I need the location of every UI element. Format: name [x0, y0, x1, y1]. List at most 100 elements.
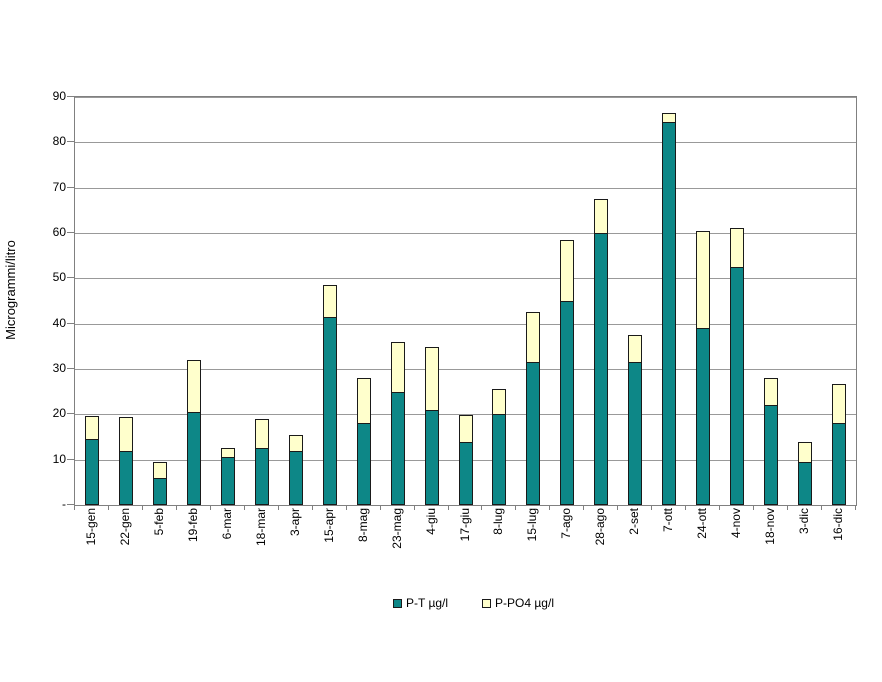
x-boundary-tick-18	[685, 505, 686, 510]
bar-segment-pt-18-mar	[255, 448, 269, 505]
x-boundary-tick-19	[719, 505, 720, 510]
bar-segment-po4-18-nov	[764, 378, 778, 406]
bar-segment-pt-5-feb	[153, 478, 167, 505]
x-boundary-tick-15	[583, 505, 584, 510]
x-boundary-tick-2	[142, 505, 143, 510]
x-boundary-tick-23	[855, 505, 856, 510]
legend: P-T µg/l P-PO4 µg/l	[393, 596, 554, 610]
legend-label-po4: P-PO4 µg/l	[495, 596, 554, 610]
y-tick-label-90: 90	[52, 89, 66, 103]
bar-segment-po4-24-ott	[696, 231, 710, 329]
x-tick-label-5-feb: 5-feb	[152, 508, 166, 536]
x-tick-label-7-ott: 7-ott	[661, 508, 675, 533]
y-tick-20	[67, 413, 74, 414]
bar-segment-pt-3-apr	[289, 451, 303, 505]
x-boundary-tick-21	[787, 505, 788, 510]
bar-segment-po4-7-ago	[560, 240, 574, 302]
bar-segment-pt-7-ott	[662, 122, 676, 505]
bar-segment-pt-16-dic	[832, 423, 846, 505]
x-tick-label-4-giu: 4-giu	[424, 508, 438, 535]
bar-segment-po4-6-mar	[221, 448, 235, 458]
y-tick-40	[67, 323, 74, 324]
x-boundary-tick-11	[448, 505, 449, 510]
x-tick-label-2-set: 2-set	[627, 508, 641, 535]
gridline-y-40	[75, 324, 856, 325]
x-boundary-tick-6	[278, 505, 279, 510]
bar-segment-pt-7-ago	[560, 301, 574, 505]
legend-swatch-po4	[482, 598, 492, 608]
y-tick-70	[67, 187, 74, 188]
x-tick-label-6-mar: 6-mar	[220, 508, 234, 540]
bar-segment-po4-28-ago	[594, 199, 608, 234]
bar-segment-pt-15-gen	[85, 439, 99, 505]
x-tick-label-3-dic: 3-dic	[797, 508, 811, 535]
y-axis-title: Microgrammi/litro	[3, 240, 18, 340]
bar-segment-po4-2-set	[628, 335, 642, 363]
bar-segment-pt-22-gen	[119, 451, 133, 505]
x-boundary-tick-17	[651, 505, 652, 510]
bar-segment-pt-15-apr	[323, 317, 337, 505]
x-tick-label-3-apr: 3-apr	[288, 508, 302, 537]
bar-segment-po4-23-mag	[391, 342, 405, 393]
x-boundary-tick-16	[617, 505, 618, 510]
y-tick-label-20: 20	[52, 406, 66, 420]
legend-swatch-pt	[393, 598, 402, 608]
gridline-y-50	[75, 278, 856, 279]
y-tick-label-10: 10	[52, 452, 66, 466]
x-tick-label-7-ago: 7-ago	[559, 508, 573, 539]
x-boundary-tick-14	[549, 505, 550, 510]
x-tick-label-16-dic: 16-dic	[831, 508, 845, 541]
x-tick-label-18-mar: 18-mar	[254, 508, 268, 547]
bar-segment-pt-8-lug	[492, 414, 506, 505]
x-tick-label-17-giu: 17-giu	[458, 508, 472, 542]
x-tick-label-8-mag: 8-mag	[356, 508, 370, 543]
bar-segment-po4-8-mag	[357, 378, 371, 424]
bar-segment-po4-18-mar	[255, 419, 269, 449]
bar-segment-pt-4-giu	[425, 410, 439, 505]
y-tick-label-0: -	[62, 497, 66, 511]
bar-segment-po4-4-nov	[730, 228, 744, 268]
bar-segment-pt-23-mag	[391, 392, 405, 505]
bar-segment-pt-6-mar	[221, 457, 235, 505]
x-boundary-tick-4	[210, 505, 211, 510]
bar-segment-po4-16-dic	[832, 384, 846, 424]
bar-segment-pt-19-feb	[187, 412, 201, 505]
bar-segment-pt-18-nov	[764, 405, 778, 505]
bar-segment-po4-22-gen	[119, 417, 133, 452]
x-boundary-tick-12	[481, 505, 482, 510]
x-tick-label-18-nov: 18-nov	[763, 508, 777, 545]
bar-segment-po4-3-dic	[798, 442, 812, 463]
bar-segment-pt-2-set	[628, 362, 642, 505]
gridline-y-90	[75, 97, 856, 98]
legend-item-pt: P-T µg/l	[393, 596, 448, 610]
y-tick-label-80: 80	[52, 134, 66, 148]
bar-segment-pt-4-nov	[730, 267, 744, 505]
gridline-y-30	[75, 369, 856, 370]
bar-segment-pt-24-ott	[696, 328, 710, 505]
y-tick-label-70: 70	[52, 180, 66, 194]
x-tick-label-4-nov: 4-nov	[729, 508, 743, 539]
x-tick-label-22-gen: 22-gen	[118, 508, 132, 546]
gridline-y-70	[75, 188, 856, 189]
x-boundary-tick-3	[176, 505, 177, 510]
x-boundary-tick-8	[346, 505, 347, 510]
legend-item-po4: P-PO4 µg/l	[482, 596, 554, 610]
x-tick-label-8-lug: 8-lug	[491, 508, 505, 535]
bar-segment-po4-4-giu	[425, 347, 439, 411]
x-boundary-tick-1	[108, 505, 109, 510]
y-tick-50	[67, 277, 74, 278]
bar-segment-pt-3-dic	[798, 462, 812, 505]
gridline-y-80	[75, 142, 856, 143]
y-tick-80	[67, 141, 74, 142]
bar-segment-pt-17-giu	[459, 442, 473, 505]
x-boundary-tick-7	[312, 505, 313, 510]
x-boundary-tick-22	[821, 505, 822, 510]
x-tick-label-19-feb: 19-feb	[186, 508, 200, 543]
bar-segment-po4-15-lug	[526, 312, 540, 363]
bar-segment-pt-28-ago	[594, 233, 608, 505]
x-tick-label-15-gen: 15-gen	[84, 508, 98, 546]
x-boundary-tick-10	[414, 505, 415, 510]
x-boundary-tick-0	[74, 505, 75, 510]
y-tick-label-50: 50	[52, 270, 66, 284]
